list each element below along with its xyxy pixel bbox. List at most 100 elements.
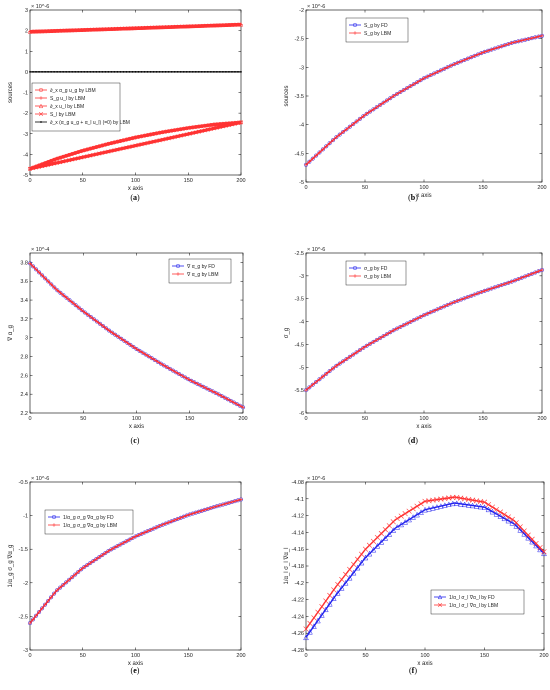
legend: 1/α_l σ_l ∇α_l by FD 1/α_l σ_l ∇α_l by LB…	[430, 589, 525, 615]
data-point	[237, 70, 239, 73]
data-point	[371, 107, 376, 112]
data-point	[348, 124, 352, 129]
axis-exponent: × 10^-6	[307, 476, 325, 482]
data-point	[541, 549, 547, 555]
data-point	[354, 350, 359, 355]
data-point	[128, 343, 133, 347]
data-point	[238, 403, 242, 408]
data-point	[86, 312, 90, 317]
data-point	[537, 544, 543, 551]
data-point	[146, 70, 149, 73]
legend-box	[345, 17, 409, 43]
data-point	[334, 135, 339, 139]
data-point	[58, 290, 63, 295]
data-point	[394, 524, 401, 530]
data-point	[220, 22, 226, 28]
legend-box	[31, 82, 121, 132]
data-point	[82, 27, 87, 32]
x-tick-label: 150	[184, 178, 193, 184]
data-point	[469, 293, 473, 298]
data-point	[73, 150, 78, 156]
y-tick-label: -3	[23, 648, 28, 654]
legend-entry: 1/α_g σ_g ∇α_g by FD	[63, 515, 114, 521]
legend-entry: 1/α_l σ_l ∇α_l by FD	[449, 595, 495, 601]
data-point	[513, 523, 520, 529]
panel-caption: (e)	[131, 666, 140, 675]
y-tick-label: -3	[299, 65, 304, 71]
data-point	[101, 70, 104, 73]
data-point	[315, 609, 321, 615]
data-point	[145, 140, 150, 145]
data-point	[428, 73, 433, 77]
y-tick-label: -3	[299, 274, 304, 280]
data-point	[418, 501, 424, 507]
data-point	[240, 70, 242, 73]
y-tick-label: -5	[23, 173, 28, 179]
legend-marker	[353, 274, 357, 278]
data-point	[187, 125, 192, 130]
data-point	[307, 620, 313, 627]
data-point	[503, 282, 507, 286]
data-point	[166, 129, 171, 134]
data-point	[476, 291, 480, 296]
data-point	[31, 617, 35, 622]
data-point	[73, 27, 78, 33]
data-point	[128, 70, 131, 73]
data-point	[382, 535, 389, 541]
legend-entry: ∇ α_g by LBM	[186, 272, 219, 278]
data-point	[116, 334, 121, 339]
data-point	[338, 584, 345, 591]
data-point	[74, 70, 77, 73]
data-point	[525, 534, 531, 541]
data-point	[82, 565, 87, 569]
x-tick-label: 100	[419, 416, 428, 422]
data-point	[193, 23, 198, 29]
data-point	[523, 274, 527, 279]
data-point	[432, 308, 436, 313]
y-tick-label: -2.5	[295, 37, 304, 43]
data-point	[190, 125, 195, 130]
data-point	[30, 29, 36, 34]
data-point	[178, 516, 183, 520]
y-tick-label: -4.18	[291, 564, 304, 570]
data-point	[167, 70, 170, 73]
chart-panel-b: 0 50 100 150 200 -5 -4.5 -4 -3.5 -3 -2.5 -2× 10^-6 x…	[284, 4, 547, 202]
data-point	[225, 397, 230, 402]
data-point	[204, 386, 209, 391]
data-point	[310, 382, 315, 387]
data-point	[241, 405, 245, 410]
data-point	[131, 70, 134, 73]
data-point	[94, 152, 99, 157]
y-tick-label: 3	[25, 336, 28, 342]
data-point	[335, 581, 341, 588]
data-point	[226, 22, 232, 27]
data-point	[170, 70, 173, 73]
data-point	[125, 70, 128, 73]
data-point	[37, 164, 42, 169]
data-point	[85, 154, 90, 159]
y-tick-label: -4.5	[295, 342, 304, 348]
data-point	[151, 139, 156, 144]
y-tick-label: 0	[25, 70, 28, 76]
data-point	[136, 142, 141, 147]
legend-box	[44, 509, 134, 535]
data-point	[506, 42, 511, 46]
data-point	[124, 539, 129, 544]
data-point	[493, 506, 500, 513]
x-tick-label: 150	[478, 416, 487, 422]
data-point	[133, 534, 138, 539]
x-axis-label: x axis	[128, 661, 143, 667]
data-point	[104, 70, 107, 73]
data-point	[307, 159, 312, 164]
data-point	[160, 522, 165, 527]
data-point	[497, 509, 503, 515]
data-point	[113, 332, 117, 337]
data-point	[509, 516, 515, 523]
data-point	[127, 136, 132, 141]
data-point	[224, 501, 228, 506]
axis-exponent: × 10^-6	[307, 247, 325, 253]
data-point	[449, 500, 456, 507]
data-point	[139, 142, 144, 147]
x-tick-label: 50	[80, 416, 86, 422]
data-point	[130, 536, 135, 540]
